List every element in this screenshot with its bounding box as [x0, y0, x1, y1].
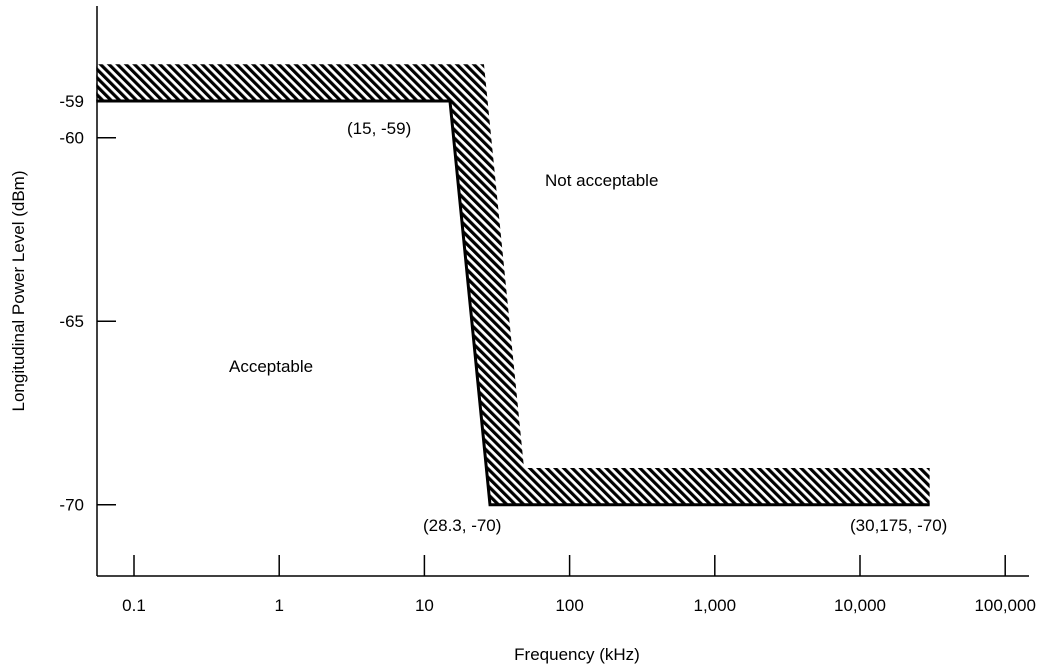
x-axis-title: Frequency (kHz): [514, 645, 640, 664]
limit-line: [96, 99, 930, 507]
x-tick-label: 10,000: [834, 596, 886, 615]
hatch-band-polygon: [96, 64, 930, 505]
region-label-acceptable: Acceptable: [229, 357, 313, 376]
region-label-not-acceptable: Not acceptable: [545, 171, 658, 190]
x-tick-label: 100,000: [974, 596, 1035, 615]
tick-labels: 0.1 1 10 100 1,000 10,000 100,000 -59 -60 -65 -70: [59, 92, 1036, 615]
limit-line-path: [96, 99, 930, 507]
point-label-15: (15, -59): [347, 119, 411, 138]
x-tick-label: 1: [274, 596, 283, 615]
x-tick-label: 100: [555, 596, 583, 615]
x-tick-label: 0.1: [122, 596, 146, 615]
y-tick-label: -70: [59, 496, 84, 515]
y-axis-title: Longitudinal Power Level (dBm): [9, 171, 28, 412]
point-label-30175: (30,175, -70): [850, 516, 947, 535]
y-tick-label: -59: [59, 92, 84, 111]
x-tick-label: 1,000: [694, 596, 737, 615]
point-label-28-3: (28.3, -70): [423, 516, 501, 535]
y-tick-label: -60: [59, 129, 84, 148]
hatched-tolerance-band: [96, 64, 930, 505]
y-tick-label: -65: [59, 312, 84, 331]
x-tick-label: 10: [415, 596, 434, 615]
